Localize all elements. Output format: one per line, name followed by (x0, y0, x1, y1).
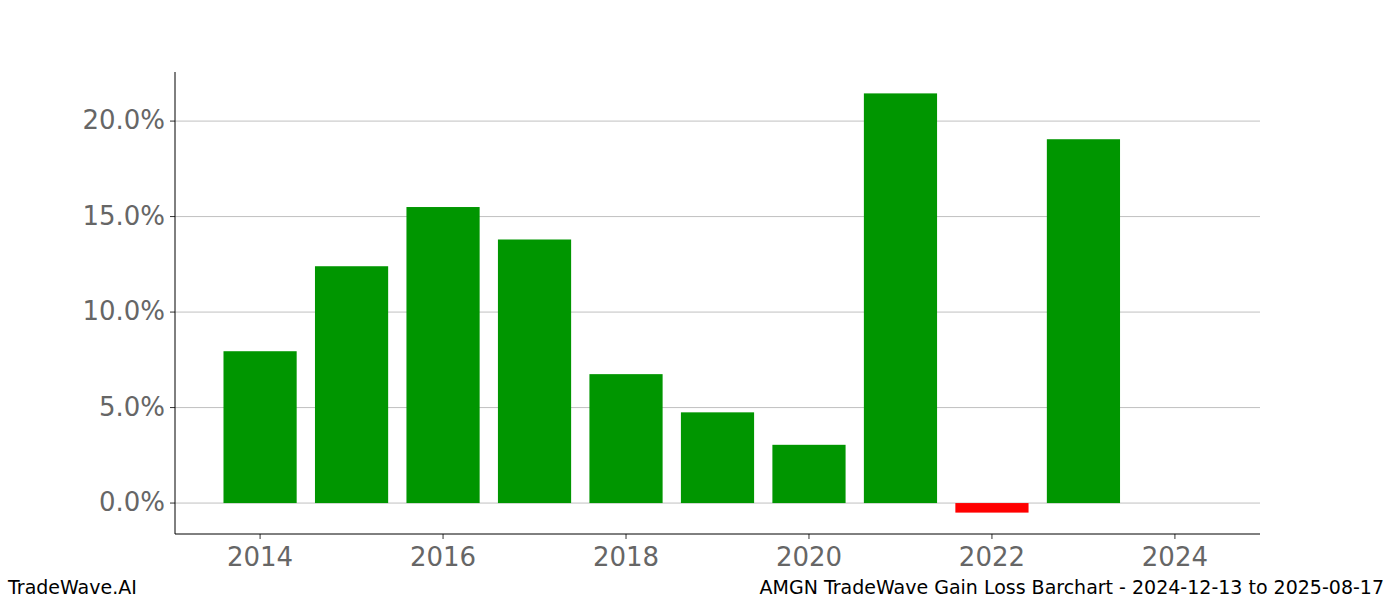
y-tick (170, 407, 175, 408)
y-tick-label: 20.0% (82, 105, 165, 135)
bar (864, 93, 937, 503)
x-tick-label: 2018 (593, 542, 659, 572)
y-tick-label: 0.0% (99, 487, 165, 517)
bar (955, 503, 1028, 513)
bar (1047, 139, 1120, 503)
bar (772, 445, 845, 503)
y-tick (170, 121, 175, 122)
x-tick-label: 2016 (410, 542, 476, 572)
x-tick (1174, 534, 1175, 539)
chart: 0.0% 5.0% 10.0% 15.0% 20.0% 2014 2016 2018 2020 2… (0, 0, 1400, 600)
bar (406, 207, 479, 503)
y-tick-label: 10.0% (82, 296, 165, 326)
y-tick (170, 312, 175, 313)
y-tick (170, 503, 175, 504)
y-tick-label: 15.0% (82, 201, 165, 231)
bar (498, 239, 571, 503)
x-tick-label: 2022 (959, 542, 1025, 572)
y-tick (170, 216, 175, 217)
x-tick (443, 534, 444, 539)
x-tick-label: 2014 (227, 542, 293, 572)
x-tick (260, 534, 261, 539)
x-tick-label: 2020 (776, 542, 842, 572)
x-axis-line (175, 534, 1260, 535)
title: AMGN TradeWave Gain Loss Barchart - 2024… (760, 576, 1384, 598)
annotation: TradeWave.AI (7, 576, 137, 598)
grid-line (175, 121, 1260, 122)
y-tick-label: 5.0% (99, 392, 165, 422)
x-tick (991, 534, 992, 539)
bar (315, 266, 388, 503)
x-tick-label: 2024 (1142, 542, 1208, 572)
x-tick (626, 534, 627, 539)
y-axis-line (175, 72, 176, 534)
bar (223, 351, 296, 503)
bar (681, 412, 754, 503)
bars (223, 93, 1120, 512)
bar (589, 374, 662, 503)
x-tick (808, 534, 809, 539)
